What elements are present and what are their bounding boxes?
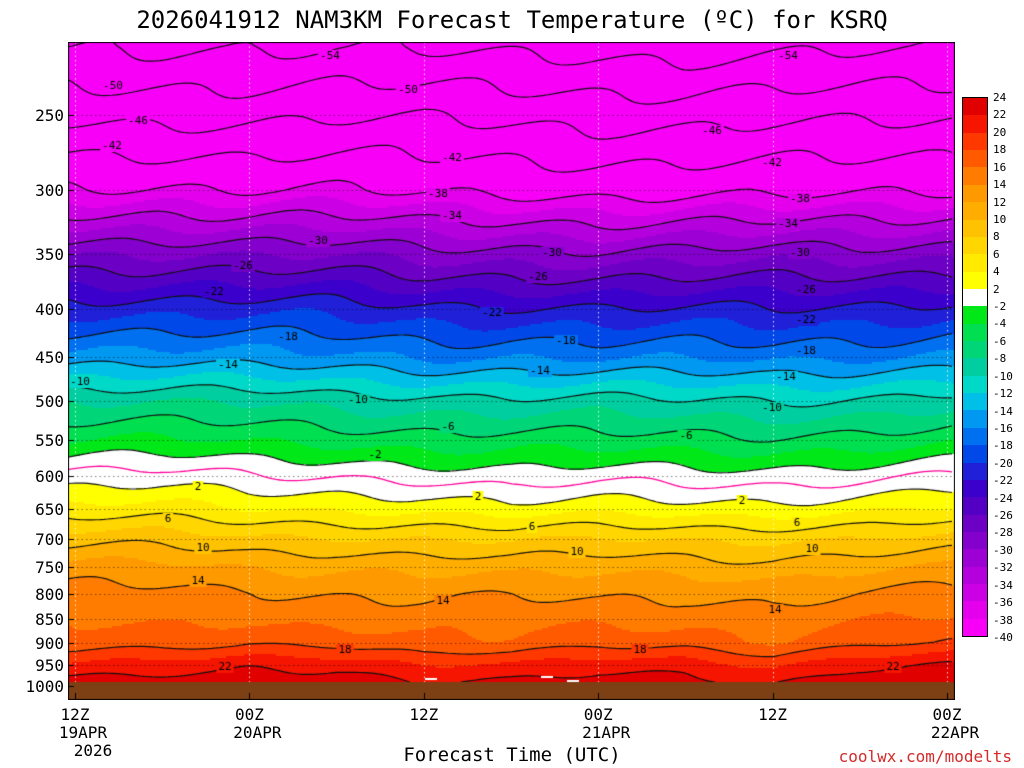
pressure-tick-label: 950 (35, 655, 64, 675)
credit-link[interactable]: coolwx.com/modelts (838, 747, 1012, 766)
colorbar-tick-label: -12 (993, 387, 1013, 401)
colorbar-tick-label: 24 (993, 91, 1007, 104)
colorbar-tick-label: -14 (993, 404, 1013, 418)
colorbar-tick-label: 20 (993, 125, 1007, 139)
colorbar-tick-label: -34 (993, 578, 1013, 592)
pressure-tick-label: 1000 (25, 676, 64, 696)
time-tick-label: 12Z (60, 705, 90, 724)
colorbar-tick-label: 16 (993, 160, 1007, 174)
colorbar-cell (963, 132, 987, 151)
colorbar-cell (963, 219, 987, 237)
colorbar-tick-label: -36 (993, 596, 1013, 610)
colorbar-cell (963, 288, 987, 307)
colorbar-cell (963, 497, 987, 515)
pressure-tick-label: 350 (35, 244, 64, 264)
colorbar-tick-label: -8 (993, 352, 1007, 366)
pressure-tick-label: 700 (35, 530, 64, 550)
pressure-tick-label: 800 (35, 585, 64, 605)
colorbar-tick-label: 6 (993, 247, 1000, 261)
colorbar-cell (963, 584, 987, 602)
chart-title: 2026041912 NAM3KM Forecast Temperature (… (136, 6, 888, 34)
colorbar-cell (963, 115, 987, 133)
colorbar-tick-label: -18 (993, 439, 1013, 453)
x-axis-title: Forecast Time (UTC) (403, 744, 621, 766)
colorbar-cell (963, 254, 987, 272)
colorbar-tick-label: 14 (993, 178, 1007, 192)
pressure-tick-label: 750 (35, 558, 64, 578)
pressure-tick-label: 400 (35, 299, 64, 319)
colorbar-cell (963, 98, 987, 116)
colorbar-tick-label: -4 (993, 317, 1007, 331)
colorbar-cell (963, 271, 987, 289)
colorbar-tick-label: 22 (993, 108, 1007, 122)
colorbar-cell (963, 184, 987, 203)
colorbar-cell (963, 410, 987, 428)
colorbar-cell (963, 236, 987, 255)
colorbar-tick-label: 8 (993, 230, 1000, 244)
pressure-tick-label: 500 (35, 391, 64, 411)
colorbar-cell (963, 150, 987, 168)
colorbar-tick-label: -24 (993, 491, 1013, 505)
date-label: 22APR (930, 723, 980, 742)
colorbar-tick-label: -16 (993, 421, 1013, 435)
colorbar-cell (963, 531, 987, 550)
colorbar-cell (963, 358, 987, 376)
time-tick-label: 00Z (932, 705, 962, 724)
colorbar-cell (963, 445, 987, 463)
pressure-tick-label: 300 (35, 181, 64, 201)
colorbar-tick-label: -30 (993, 543, 1013, 557)
colorbar-cell (963, 341, 987, 359)
colorbar-cell (963, 514, 987, 532)
colorbar-tick-label: 10 (993, 212, 1007, 226)
colorbar-tick-label: -32 (993, 561, 1013, 575)
time-tick-label: 00Z (583, 705, 613, 724)
colorbar-cell (963, 462, 987, 480)
pressure-tick-label: 850 (35, 610, 64, 629)
date-label: 19APR (58, 723, 108, 742)
colorbar-cell (963, 306, 987, 324)
pressure-tick-label: 550 (35, 430, 64, 450)
colorbar-tick-label: -26 (993, 509, 1013, 523)
colorbar-tick-label: -38 (993, 613, 1013, 627)
colorbar-tick-label: -20 (993, 456, 1013, 470)
colorbar-cell (963, 479, 987, 498)
date-label: 21APR (582, 723, 631, 742)
time-tick-label: 00Z (234, 705, 264, 724)
colorbar-tick-label: -6 (993, 334, 1007, 348)
time-tick-label: 12Z (758, 705, 788, 724)
cross-section-canvas (68, 42, 955, 700)
temperature-colorbar (962, 97, 988, 637)
colorbar-cell (963, 167, 987, 185)
colorbar-cell (963, 323, 987, 342)
colorbar-cell (963, 375, 987, 394)
date-label: 20APR (233, 723, 282, 742)
pressure-tick-label: 450 (35, 348, 64, 368)
colorbar-tick-label: 4 (993, 265, 1000, 279)
colorbar-cell (963, 393, 987, 411)
colorbar-tick-label: -22 (993, 474, 1013, 488)
pressure-tick-label: 600 (35, 466, 64, 486)
time-tick-label: 12Z (409, 705, 439, 724)
year-label: 2026 (73, 741, 113, 760)
pressure-tick-label: 900 (35, 633, 64, 653)
colorbar-tick-label: 12 (993, 195, 1007, 209)
colorbar-cell (963, 601, 987, 619)
colorbar-cell (963, 618, 987, 637)
pressure-tick-label: 250 (35, 106, 64, 126)
colorbar-cell (963, 566, 987, 585)
colorbar-tick-label: -2 (993, 300, 1007, 314)
colorbar-cell (963, 549, 987, 567)
colorbar-tick-label: -10 (993, 369, 1013, 383)
colorbar-cell (963, 427, 987, 446)
colorbar-tick-label: -40 (993, 631, 1013, 644)
colorbar-tick-label: -28 (993, 526, 1013, 540)
pressure-tick-label: 650 (35, 499, 64, 519)
colorbar-tick-label: 18 (993, 143, 1007, 157)
colorbar-tick-label: 2 (993, 282, 1000, 296)
colorbar-cell (963, 202, 987, 220)
